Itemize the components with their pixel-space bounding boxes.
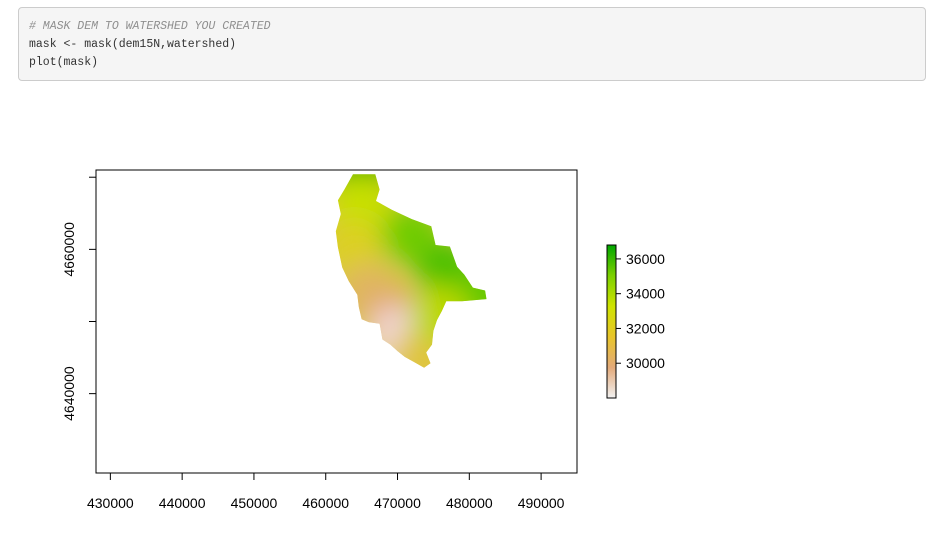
x-tick-label: 470000 xyxy=(374,495,421,511)
raster-color-zone xyxy=(410,284,471,345)
colorbar xyxy=(606,244,617,399)
y-tick-label: 4640000 xyxy=(61,366,77,421)
x-axis: 430000 440000 450000 460000 470000 480000 4900… xyxy=(87,472,565,511)
watershed-raster xyxy=(335,174,487,368)
colorbar-tick-label: 30000 xyxy=(626,355,665,371)
x-tick-label: 490000 xyxy=(518,495,565,511)
x-tick-label: 480000 xyxy=(446,495,493,511)
code-line-plot: plot(mask) xyxy=(29,56,99,69)
x-tick-label: 450000 xyxy=(231,495,278,511)
x-tick-label: 430000 xyxy=(87,495,134,511)
plot-frame xyxy=(95,169,578,474)
x-tick-label: 460000 xyxy=(302,495,349,511)
y-axis: 4640000 4660000 xyxy=(61,176,97,421)
colorbar-tick-label: 34000 xyxy=(626,286,665,302)
colorbar-tick-label: 32000 xyxy=(626,320,665,336)
x-tick-label: 440000 xyxy=(159,495,206,511)
code-chunk: # MASK DEM TO WATERSHED YOU CREATED mask… xyxy=(18,7,926,81)
code-line-comment: # MASK DEM TO WATERSHED YOU CREATED xyxy=(29,20,271,33)
code-line-mask: mask <- mask(dem15N,watershed) xyxy=(29,38,237,51)
y-tick-label: 4660000 xyxy=(61,222,77,277)
colorbar-tick-label: 36000 xyxy=(626,251,665,267)
colorbar-legend: 30000 32000 34000 36000 xyxy=(606,244,665,399)
raster-color-zone xyxy=(335,174,392,233)
